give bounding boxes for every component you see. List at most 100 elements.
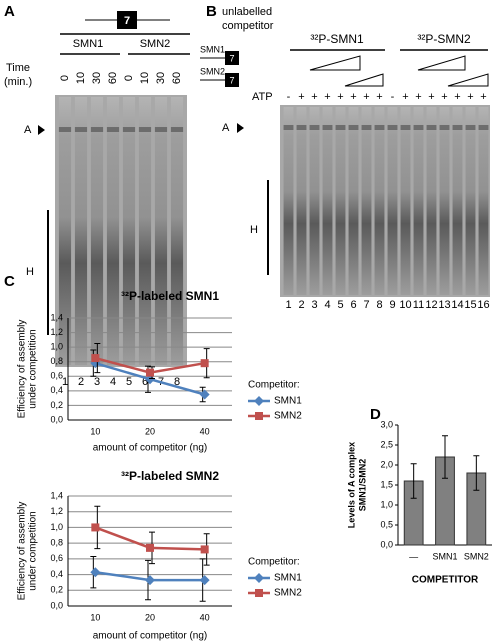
marker xyxy=(91,523,100,532)
y-tick-label: 1,4 xyxy=(50,312,63,322)
lane-number: 11 xyxy=(413,299,424,311)
chart-title: ³²P-labeled SMN2 xyxy=(121,469,219,483)
atp-sign: + xyxy=(454,91,460,103)
exon-box xyxy=(117,11,137,29)
gel-lane xyxy=(361,107,372,295)
marker xyxy=(255,589,263,597)
gel-band xyxy=(387,125,398,130)
gel-band xyxy=(400,125,411,130)
time-tick: 0 xyxy=(123,75,135,81)
y-axis-label: Efficiency of assembly xyxy=(17,502,28,601)
y-axis-label: under competition xyxy=(28,329,39,409)
lane-number: 4 xyxy=(110,376,116,388)
atp-sign: + xyxy=(324,91,330,103)
y-tick-label: 0,2 xyxy=(50,585,63,595)
probe-label: ³²P-SMN2 xyxy=(417,32,471,46)
lane-number: 9 xyxy=(389,299,395,311)
atp-sign: + xyxy=(467,91,473,103)
probe-label: ³²P-SMN1 xyxy=(310,32,364,46)
panel-letter: A xyxy=(4,3,15,20)
gel-lane xyxy=(413,107,424,295)
y-tick-label: 0,5 xyxy=(380,519,393,529)
lane-number: 6 xyxy=(350,299,356,311)
competitor: SMN1 xyxy=(200,44,225,54)
gel-band xyxy=(413,125,424,130)
x-tick-label: SMN1 xyxy=(432,551,457,561)
lane-number: 5 xyxy=(126,376,132,388)
lane-number: 6 xyxy=(142,376,148,388)
y-tick-label: 0,8 xyxy=(50,356,63,366)
gel-band xyxy=(138,127,152,132)
marker xyxy=(255,412,263,420)
group-label: SMN2 xyxy=(140,38,171,50)
lane-number: 3 xyxy=(311,299,317,311)
legend-label: SMN1 xyxy=(274,573,302,584)
y-tick-label: 1,0 xyxy=(50,522,63,532)
gel-band xyxy=(478,125,489,130)
lane-number: 10 xyxy=(399,299,411,311)
y-tick-label: 0,4 xyxy=(50,385,63,395)
x-tick-label: 20 xyxy=(145,426,155,436)
lane-number: 7 xyxy=(363,299,369,311)
time-tick: 60 xyxy=(171,72,183,84)
gel-band xyxy=(122,127,136,132)
y-axis-label: Efficiency of assembly xyxy=(17,320,28,419)
x-tick-label: 10 xyxy=(90,426,100,436)
lane-number: 1 xyxy=(62,376,68,388)
atp-sign: + xyxy=(363,91,369,103)
gel-lane xyxy=(74,97,88,365)
y-tick-label: 0,0 xyxy=(380,539,393,549)
atp-sign: + xyxy=(480,91,486,103)
wedge xyxy=(344,73,384,87)
y-tick-label: 1,0 xyxy=(50,342,63,352)
lane-number: 12 xyxy=(425,299,437,311)
gel-band xyxy=(374,125,385,130)
y-tick-label: 3,0 xyxy=(380,419,393,429)
lane-number: 2 xyxy=(298,299,304,311)
legend-label: SMN1 xyxy=(274,396,302,407)
lane-number: 14 xyxy=(451,299,463,311)
panel-letter: D xyxy=(370,406,381,423)
band-label: A xyxy=(24,124,32,136)
gel-lane xyxy=(348,107,359,295)
gel-lane xyxy=(283,107,294,295)
x-tick-label: 10 xyxy=(90,612,100,622)
legend-title: Competitor: xyxy=(248,557,300,568)
gel-lane xyxy=(335,107,346,295)
exon-label: 7 xyxy=(229,53,234,63)
gel-band xyxy=(58,127,72,132)
lane-number: 2 xyxy=(78,376,84,388)
gel-lane xyxy=(465,107,476,295)
y-tick-label: 2,0 xyxy=(380,459,393,469)
gel-band xyxy=(426,125,437,130)
time-tick: 0 xyxy=(59,75,71,81)
y-tick-label: 0,0 xyxy=(50,414,63,424)
time-tick: 10 xyxy=(75,72,87,84)
atp-sign: + xyxy=(415,91,421,103)
gel-band xyxy=(322,125,333,130)
gel-a xyxy=(55,95,187,367)
gel-band xyxy=(335,125,346,130)
gel-lane xyxy=(426,107,437,295)
y-tick-label: 0,0 xyxy=(50,600,63,610)
wedge xyxy=(447,73,489,87)
arrow xyxy=(38,125,45,135)
gel-lane xyxy=(170,97,184,365)
time-label: Time xyxy=(6,62,30,74)
gel-band xyxy=(296,125,307,130)
legend-title: Competitor: xyxy=(248,380,300,391)
atp-sign: + xyxy=(311,91,317,103)
atp-sign: + xyxy=(428,91,434,103)
lane-number: 15 xyxy=(464,299,476,311)
time-tick: 30 xyxy=(91,72,103,84)
y-tick-label: 0,8 xyxy=(50,538,63,548)
atp-sign: + xyxy=(337,91,343,103)
y-tick-label: 2,5 xyxy=(380,439,393,449)
gel-band xyxy=(465,125,476,130)
y-tick-label: 0,4 xyxy=(50,569,63,579)
exon-label: 7 xyxy=(124,15,130,27)
arrow xyxy=(237,123,244,133)
gel-band xyxy=(361,125,372,130)
legend-label: SMN2 xyxy=(274,411,302,422)
y-tick-label: 1,5 xyxy=(380,479,393,489)
